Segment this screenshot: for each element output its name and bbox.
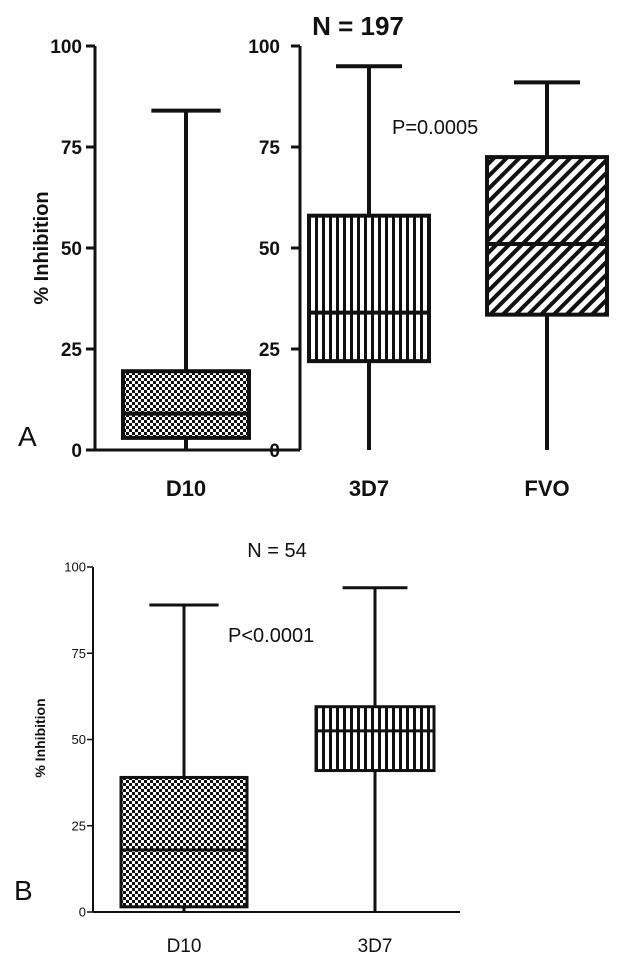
box-body bbox=[119, 775, 249, 909]
box-d10 bbox=[119, 603, 249, 912]
panel-a-y-tick-label: 100 bbox=[248, 37, 280, 58]
panel-b: B N = 54 % Inhibition P<0.0001 0 25 50 75 10… bbox=[14, 540, 460, 957]
panel-a-y-tick-label: 50 bbox=[259, 239, 280, 260]
panel-b-y-tick-label: 0 bbox=[79, 905, 86, 920]
panel-a-label: A bbox=[18, 421, 37, 452]
panel-a: A N = 197 % Inhibition P=0.0005 0 25 50 75 1… bbox=[18, 11, 609, 501]
panel-b-y-axis-label: % Inhibition bbox=[32, 698, 48, 777]
panel-a-y-tick-label: 75 bbox=[259, 138, 281, 159]
panel-b-y-tick-label: 50 bbox=[72, 732, 86, 747]
x-tick-label-3d7: 3D7 bbox=[358, 936, 393, 957]
panel-b-x-tick-labels: D10 3D7 bbox=[167, 936, 393, 957]
panel-b-y-tick-label: 75 bbox=[72, 646, 86, 661]
panel-a-y-tick-label: 25 bbox=[61, 340, 83, 361]
panel-b-axes: 0 25 50 75 100 bbox=[64, 560, 460, 920]
panel-a-title: N = 197 bbox=[312, 11, 404, 41]
box-d10 bbox=[121, 108, 251, 450]
x-tick-label-d10: D10 bbox=[167, 936, 202, 957]
panel-b-y-tick-label: 100 bbox=[64, 560, 86, 575]
box-body bbox=[121, 369, 251, 440]
panel-a-annotation: P=0.0005 bbox=[392, 117, 478, 139]
panel-a-y-tick-label: 100 bbox=[50, 37, 82, 58]
panel-b-label: B bbox=[14, 875, 33, 906]
panel-a-y-tick-label: 75 bbox=[61, 138, 83, 159]
panel-a-axes: 02550751000255075100 bbox=[50, 37, 302, 462]
panel-a-y-tick-label: 0 bbox=[71, 441, 82, 462]
panel-a-x-tick-labels: D10 3D7 FVO bbox=[166, 476, 570, 501]
box-3d7 bbox=[307, 64, 431, 450]
panel-b-y-tick-label: 25 bbox=[72, 818, 86, 833]
box-body bbox=[307, 213, 431, 364]
x-tick-label-3d7: 3D7 bbox=[349, 476, 389, 501]
panel-a-boxes bbox=[121, 64, 609, 450]
panel-b-title: N = 54 bbox=[247, 540, 306, 562]
panel-a-y-axis-label: % Inhibition bbox=[31, 191, 53, 304]
box-body bbox=[485, 155, 609, 317]
x-tick-label-d10: D10 bbox=[166, 476, 206, 501]
x-tick-label-fvo: FVO bbox=[524, 476, 569, 501]
panel-b-annotation: P<0.0001 bbox=[228, 625, 314, 647]
panel-a-y-tick-label: 25 bbox=[259, 340, 281, 361]
panel-a-y-tick-label: 50 bbox=[61, 239, 82, 260]
box-3d7 bbox=[314, 586, 436, 912]
box-body bbox=[314, 705, 436, 773]
box-fvo bbox=[485, 80, 609, 450]
panel-b-boxes bbox=[119, 586, 436, 912]
